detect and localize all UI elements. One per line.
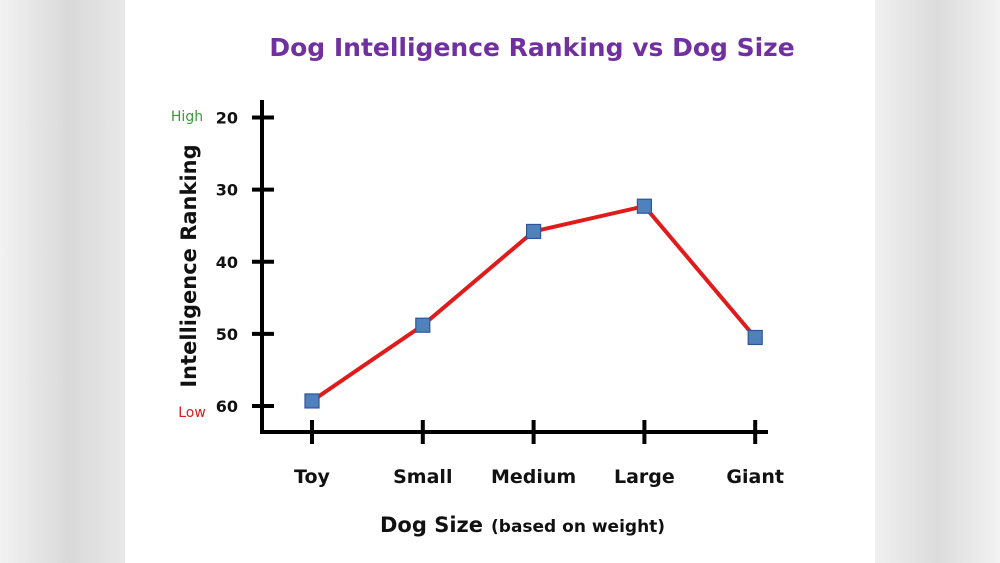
- y-tick-label: 60: [216, 397, 238, 416]
- data-point-toy: [304, 393, 320, 409]
- y-tick-label: 40: [216, 253, 238, 272]
- y-tick-label: 20: [216, 109, 238, 128]
- x-tick-label: Medium: [491, 466, 576, 488]
- blurred-background-right: [875, 0, 1000, 563]
- data-point-small: [415, 317, 431, 333]
- chart-title: Dog Intelligence Ranking vs Dog Size: [269, 33, 794, 62]
- data-point-giant: [747, 329, 763, 346]
- y-tick-label: 50: [216, 325, 238, 344]
- data-point-large: [636, 198, 653, 214]
- y-axis-label: Intelligence Ranking: [177, 144, 201, 387]
- x-tick-label: Large: [614, 466, 675, 488]
- x-tick-label: Toy: [294, 466, 330, 488]
- data-point-medium: [525, 223, 542, 240]
- y-high-label: High: [171, 109, 203, 125]
- y-low-label: Low: [178, 405, 206, 421]
- x-tick-label: Small: [393, 466, 452, 488]
- y-tick-label: 30: [216, 181, 238, 200]
- x-tick-label: Giant: [726, 466, 784, 488]
- blurred-background-left: [0, 0, 125, 563]
- chart-panel: [125, 0, 875, 563]
- x-axis-label-main: Dog Size: [380, 513, 483, 537]
- x-axis-label-note: (based on weight): [491, 517, 665, 537]
- x-axis-label: Dog Size (based on weight): [380, 513, 665, 537]
